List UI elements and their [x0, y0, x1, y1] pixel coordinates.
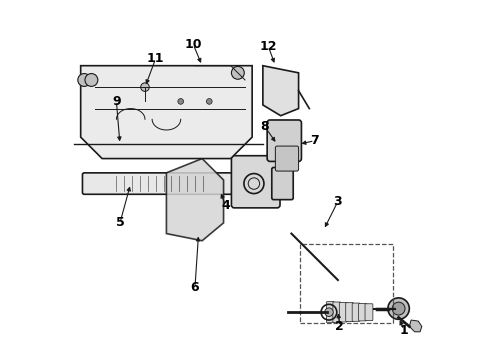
FancyBboxPatch shape [267, 120, 301, 161]
FancyBboxPatch shape [359, 303, 367, 321]
Text: 1: 1 [399, 324, 408, 337]
Circle shape [388, 298, 409, 319]
FancyBboxPatch shape [352, 303, 360, 321]
Text: 8: 8 [260, 120, 269, 133]
Text: 5: 5 [116, 216, 124, 229]
FancyBboxPatch shape [272, 167, 293, 200]
Circle shape [78, 73, 91, 86]
Polygon shape [409, 320, 422, 332]
Text: 3: 3 [334, 195, 342, 208]
Circle shape [231, 66, 245, 79]
Text: 11: 11 [147, 52, 165, 65]
FancyBboxPatch shape [231, 156, 280, 208]
Text: 12: 12 [260, 40, 277, 53]
FancyBboxPatch shape [326, 302, 334, 323]
Text: 2: 2 [335, 320, 344, 333]
FancyBboxPatch shape [333, 302, 341, 322]
Circle shape [85, 73, 98, 86]
Circle shape [206, 99, 212, 104]
FancyBboxPatch shape [275, 146, 298, 171]
Text: 6: 6 [191, 281, 199, 294]
Polygon shape [167, 158, 223, 241]
FancyBboxPatch shape [346, 303, 354, 321]
Circle shape [392, 302, 405, 315]
FancyBboxPatch shape [339, 302, 347, 322]
FancyBboxPatch shape [365, 304, 373, 320]
Circle shape [141, 83, 149, 91]
Polygon shape [81, 66, 252, 158]
Text: 7: 7 [310, 134, 319, 147]
Text: 9: 9 [112, 95, 121, 108]
Text: 10: 10 [184, 38, 202, 51]
FancyBboxPatch shape [82, 173, 283, 194]
Circle shape [178, 99, 184, 104]
Text: 4: 4 [221, 198, 230, 212]
Polygon shape [263, 66, 298, 116]
Circle shape [325, 308, 333, 316]
